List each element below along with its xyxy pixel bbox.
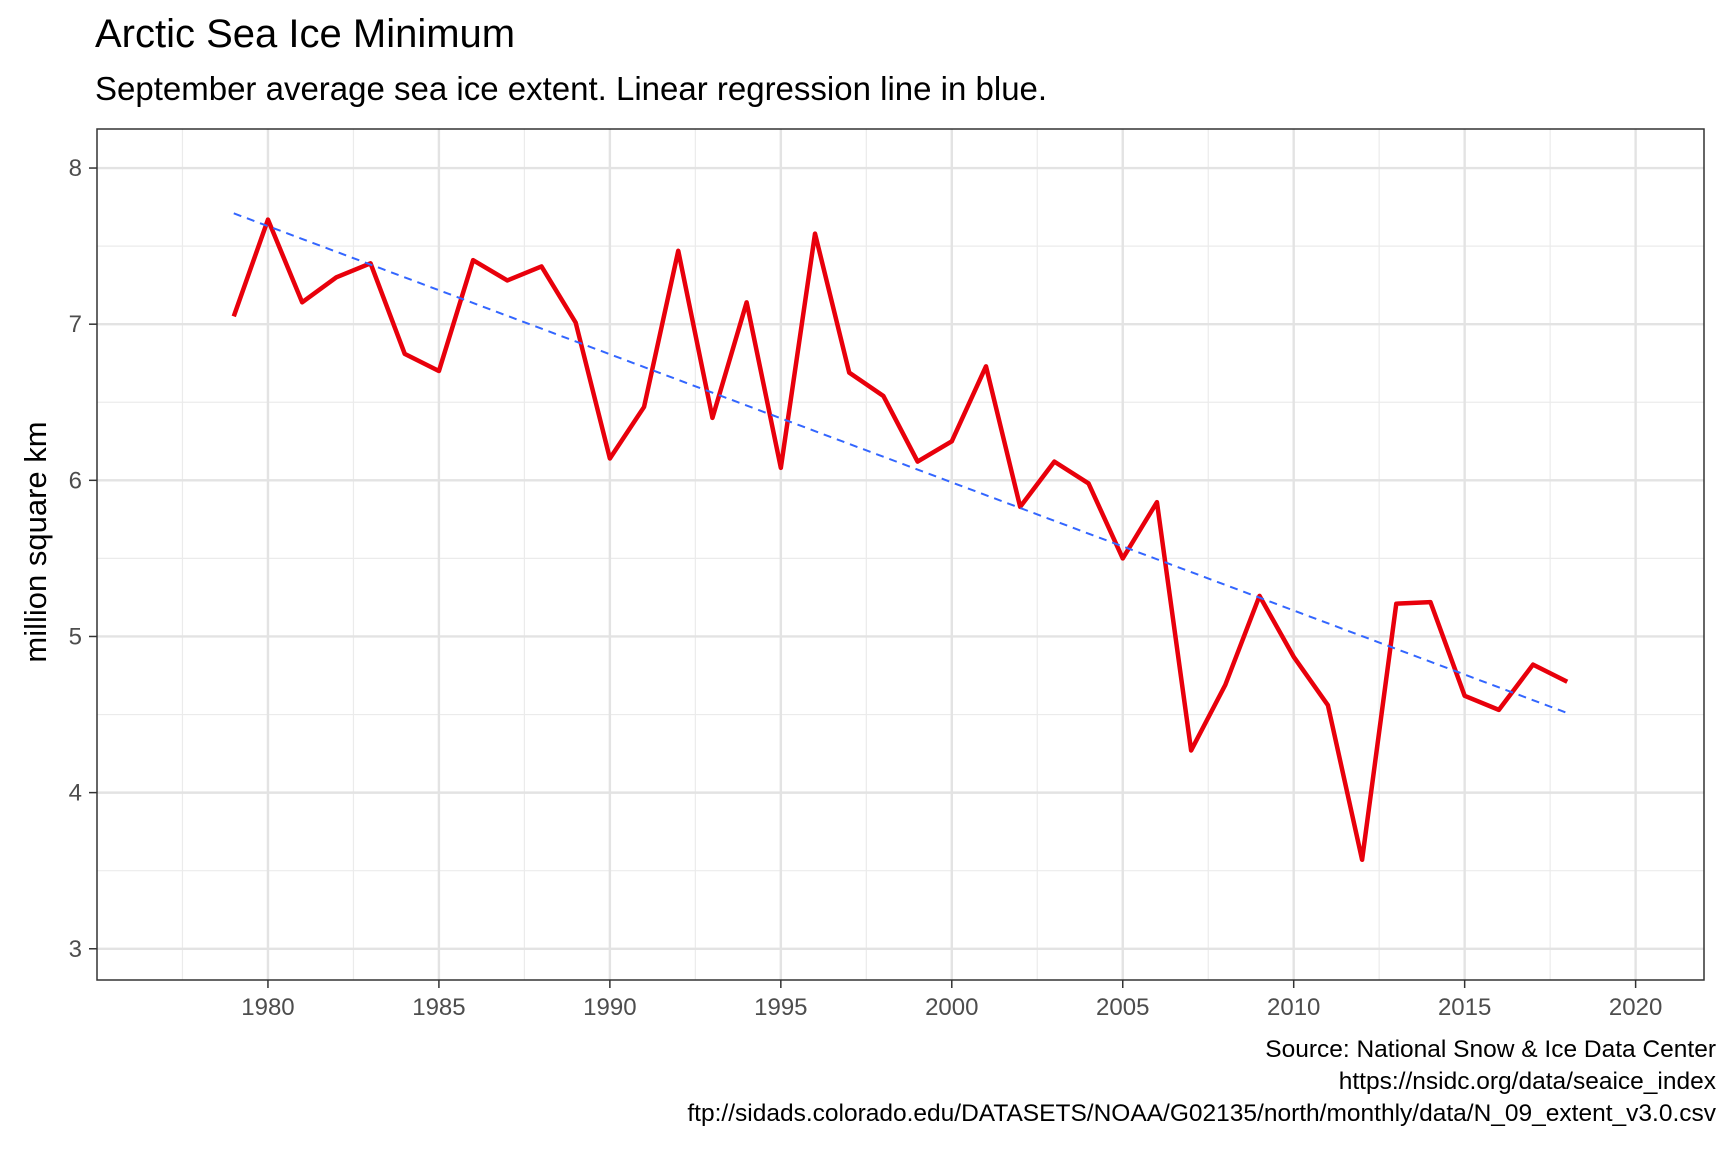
minor-gridlines bbox=[97, 129, 1704, 980]
sea-ice-extent-line bbox=[231, 217, 1569, 863]
series-layer bbox=[231, 212, 1569, 863]
source-caption: Source: National Snow & Ice Data Center … bbox=[687, 1034, 1716, 1130]
y-tick-label: 4 bbox=[69, 780, 82, 807]
y-tick-label: 8 bbox=[69, 155, 82, 182]
x-tick-label: 2005 bbox=[1096, 994, 1149, 1021]
regression-line bbox=[233, 212, 1568, 714]
y-tick-label: 5 bbox=[69, 623, 82, 650]
x-tick-label: 2015 bbox=[1438, 994, 1491, 1021]
y-tick-label: 3 bbox=[69, 936, 82, 963]
x-tick-label: 2020 bbox=[1609, 994, 1662, 1021]
chart-title: Arctic Sea Ice Minimum bbox=[95, 12, 516, 56]
x-tick-label: 2010 bbox=[1267, 994, 1320, 1021]
y-tick-label: 6 bbox=[69, 467, 82, 494]
major-gridlines bbox=[97, 129, 1704, 980]
x-axis: 1980 1985 1990 1995 2000 2005 2010 2015 2020 bbox=[241, 980, 1662, 1021]
x-tick-label: 1985 bbox=[412, 994, 465, 1021]
chart-subtitle: September average sea ice extent. Linear… bbox=[95, 70, 1048, 107]
y-tick-label: 7 bbox=[69, 311, 82, 338]
y-axis: 3 4 5 6 7 8 bbox=[69, 155, 97, 963]
plot-panel-border bbox=[96, 128, 1705, 981]
x-tick-label: 1995 bbox=[754, 994, 807, 1021]
x-tick-label: 1980 bbox=[241, 994, 294, 1021]
caption-line: https://nsidc.org/data/seaice_index bbox=[1338, 1068, 1716, 1095]
caption-line: Source: National Snow & Ice Data Center bbox=[1265, 1036, 1716, 1063]
caption-line: ftp://sidads.colorado.edu/DATASETS/NOAA/… bbox=[687, 1100, 1716, 1127]
x-tick-label: 1990 bbox=[583, 994, 636, 1021]
x-tick-label: 2000 bbox=[925, 994, 978, 1021]
